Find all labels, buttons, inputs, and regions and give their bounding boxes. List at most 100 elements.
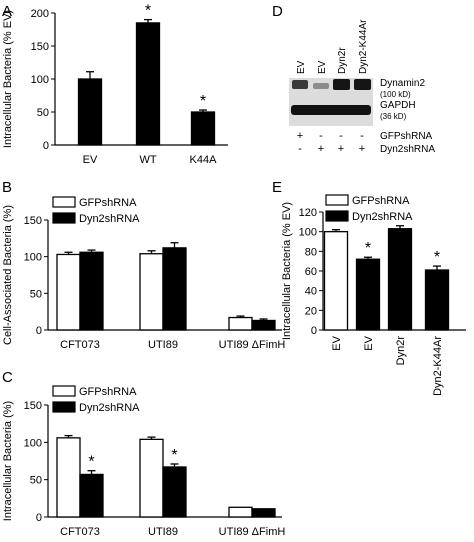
panel-a-y-tick-label: 100 (31, 74, 49, 86)
panel-c-legend-label: GFPshRNA (79, 386, 137, 398)
panel-b-x-tick-label: CFT073 (60, 339, 100, 351)
panel-a-y-tick-label: 150 (31, 41, 49, 53)
panel-c-bar (228, 506, 253, 518)
panel-a-significance-star: * (200, 93, 206, 110)
panel-b-y-tick-label: 50 (30, 288, 42, 300)
blot-sign: + (318, 143, 324, 155)
panel-c-y-tick-label: 50 (30, 475, 42, 487)
panel-c-y-tick-label: 0 (36, 512, 42, 524)
panel-e-y-tick-label: 40 (305, 286, 317, 298)
panel-e-x-tick-label: Dyn2-K44Ar (432, 336, 444, 396)
panel-a-x-tick-label: K44A (190, 154, 218, 166)
panel-c-bar (162, 466, 187, 518)
blot-sign: - (339, 130, 343, 142)
panel-c-significance-star: * (171, 447, 177, 464)
panel-b-y-tick-label: 100 (24, 252, 42, 264)
panel-e-y-tick-label: 100 (299, 227, 317, 239)
panel-e-bar (387, 228, 413, 331)
panel-a-y-axis-label: Intracellular Bacteria (% EV) (2, 10, 14, 148)
panel-e-legend-label: Dyn2shRNA (352, 211, 413, 223)
panel-e-legend-label: GFPshRNA (352, 195, 410, 207)
blot-lane-label: Dyn2r (337, 47, 348, 74)
panel-e-significance-star: * (365, 240, 371, 257)
panel-e-y-tick-label: 80 (305, 246, 317, 258)
panel-e-y-tick-label: 60 (305, 266, 317, 278)
blot-sign: - (360, 130, 364, 142)
panel-b-legend-label: Dyn2shRNA (79, 213, 140, 225)
blot-sign: + (297, 130, 303, 142)
panel-b-x-tick-label: UTI89 (148, 339, 178, 351)
panel-b-legend-swatch (52, 212, 76, 224)
panel-b-bar (228, 316, 253, 331)
panel-c-legend-swatch (52, 401, 76, 413)
panel-b-legend-label: GFPshRNA (79, 197, 137, 209)
dynamin-band-lane1 (292, 80, 308, 89)
panel-c-legend-swatch (52, 385, 76, 397)
panel-c: C 0 50 100 150 Intracellular Bacteria (%) * CF… (2, 369, 285, 538)
dynamin-label: Dynamin2 (380, 78, 425, 89)
blot-sign: - (319, 130, 323, 142)
panel-c-x-tick-label: UTI89 ΔFimH (219, 526, 286, 538)
panel-e-letter: E (272, 179, 282, 196)
panel-e-y-tick-label: 120 (299, 207, 317, 219)
panel-e-bar (424, 269, 450, 331)
panel-e-legend-swatch (325, 210, 349, 222)
blot-sign: + (338, 143, 344, 155)
dynamin-band-lane2 (313, 83, 329, 89)
panel-b-y-tick-label: 0 (36, 325, 42, 337)
panel-e: E 0 20 40 60 80 100 120 Intracellular Bacteria … (272, 179, 466, 396)
panel-a-letter: A (2, 3, 12, 20)
panel-e-x-tick-label: EV (363, 335, 375, 350)
panel-c-y-tick-label: 150 (24, 400, 42, 412)
panel-c-legend-label: Dyn2shRNA (79, 402, 140, 414)
blot-sign: - (298, 143, 302, 155)
panel-e-x-tick-label: Dyn2r (395, 336, 407, 366)
panel-b-y-axis-label: Cell-Associated Bacteria (%) (2, 205, 14, 345)
panel-a-x-tick-label: EV (83, 154, 98, 166)
panel-a-x-tick-label: WT (139, 154, 156, 166)
blot-lane-label: EV (317, 60, 328, 74)
panel-e-x-tick-label: EV (331, 335, 343, 350)
panel-c-x-tick-label: CFT073 (60, 526, 100, 538)
blot-row-label: Dyn2shRNA (380, 144, 435, 155)
panel-c-y-axis-label: Intracellular Bacteria (%) (2, 401, 14, 521)
panel-a-y-tick-label: 0 (43, 140, 49, 152)
panel-c-bar (56, 437, 81, 518)
panel-d-letter: D (272, 3, 283, 20)
panel-a-bar (77, 78, 103, 146)
panel-e-bar (355, 258, 381, 331)
blot-row-label: GFPshRNA (380, 131, 433, 142)
panel-a-bar (190, 111, 216, 146)
panel-a-y-tick-label: 50 (37, 107, 49, 119)
panel-b-legend-swatch (52, 196, 76, 208)
blot-lane-label: Dyn2-K44Ar (358, 19, 369, 74)
panel-b-y-tick-label: 150 (24, 215, 42, 227)
panel-a-bar (135, 22, 161, 146)
panel-a-significance-star: * (145, 3, 151, 20)
panel-c-x-tick-label: UTI89 (148, 526, 178, 538)
panel-c-bar (251, 508, 276, 518)
panel-c-bar (79, 473, 104, 518)
panel-c-bar (139, 438, 164, 518)
blot-lane-label: EV (296, 60, 307, 74)
gapdh-kd-label: (36 kD) (380, 112, 407, 121)
panel-e-legend-swatch (325, 194, 349, 206)
panel-e-y-tick-label: 20 (305, 305, 317, 317)
panel-b-bar (56, 253, 81, 331)
blot-sign: + (359, 143, 365, 155)
dynamin-band-lane4 (354, 79, 371, 90)
panel-c-letter: C (2, 369, 13, 386)
panel-e-y-axis-label: Intracellular Bacteria (% EV) (281, 202, 293, 340)
panel-e-significance-star: * (434, 249, 440, 266)
panel-c-significance-star: * (88, 454, 94, 471)
dynamin-band-lane3 (333, 79, 350, 90)
panel-c-y-tick-label: 100 (24, 437, 42, 449)
panel-b-bar (162, 247, 187, 331)
panel-a: A 0 50 100 150 200 Intracellular Bacteria (% … (2, 3, 228, 166)
panel-b-bar (79, 251, 104, 331)
gapdh-band (291, 105, 371, 115)
panel-b-x-tick-label: UTI89 ΔFimH (219, 339, 286, 351)
panel-d: D Dynamin2 (100 kD) GAPDH (36 kD) EV EV Dy… (272, 3, 435, 155)
panel-a-y-tick-label: 200 (31, 8, 49, 20)
